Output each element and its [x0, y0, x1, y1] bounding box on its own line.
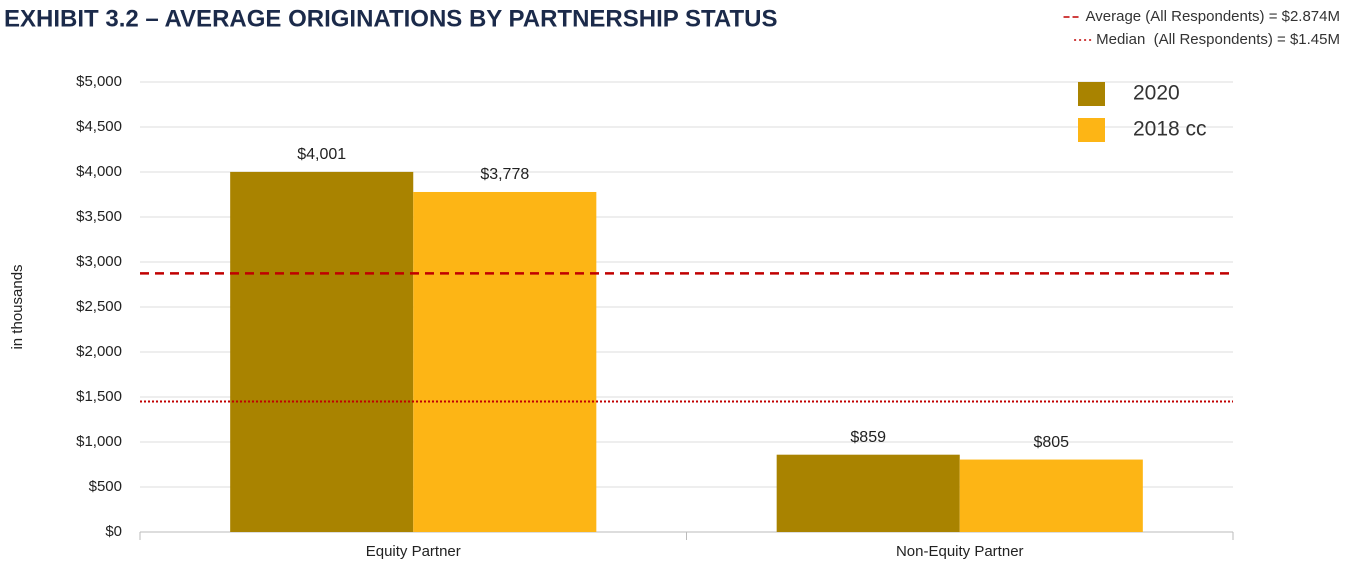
legend-swatch — [1078, 82, 1105, 106]
y-tick-label: $2,500 — [76, 298, 122, 315]
reference-label: Average (All Respondents) = $2.874M — [1086, 8, 1340, 25]
y-tick-label: $1,000 — [76, 433, 122, 450]
y-tick-label: $3,500 — [76, 208, 122, 225]
y-tick-label: $1,500 — [76, 388, 122, 405]
y-tick-label: $0 — [105, 523, 122, 540]
legend-text: 2018 cc — [1133, 118, 1207, 141]
bar — [776, 454, 960, 532]
value-label: $3,778 — [480, 166, 529, 183]
y-tick-label: $5,000 — [76, 73, 122, 90]
legend-text: 2020 — [1133, 82, 1180, 105]
y-tick-label: $500 — [89, 478, 122, 495]
y-tick-label: $3,000 — [76, 253, 122, 270]
x-tick-label: Equity Partner — [366, 543, 461, 560]
reference-label: Median (All Respondents) = $1.45M — [1096, 31, 1340, 48]
x-tick-label: Non-Equity Partner — [896, 543, 1024, 560]
y-axis-label: in thousands — [9, 264, 26, 349]
bar — [413, 191, 597, 533]
y-tick-label: $2,000 — [76, 343, 122, 360]
value-label: $4,001 — [297, 146, 346, 163]
chart-title: EXHIBIT 3.2 – AVERAGE ORIGINATIONS BY PA… — [4, 5, 777, 32]
bar — [959, 459, 1143, 532]
value-label: $859 — [850, 429, 886, 446]
legend-swatch — [1078, 118, 1105, 142]
bar — [230, 171, 414, 532]
y-tick-label: $4,500 — [76, 118, 122, 135]
value-label: $805 — [1033, 434, 1069, 451]
y-tick-label: $4,000 — [76, 163, 122, 180]
